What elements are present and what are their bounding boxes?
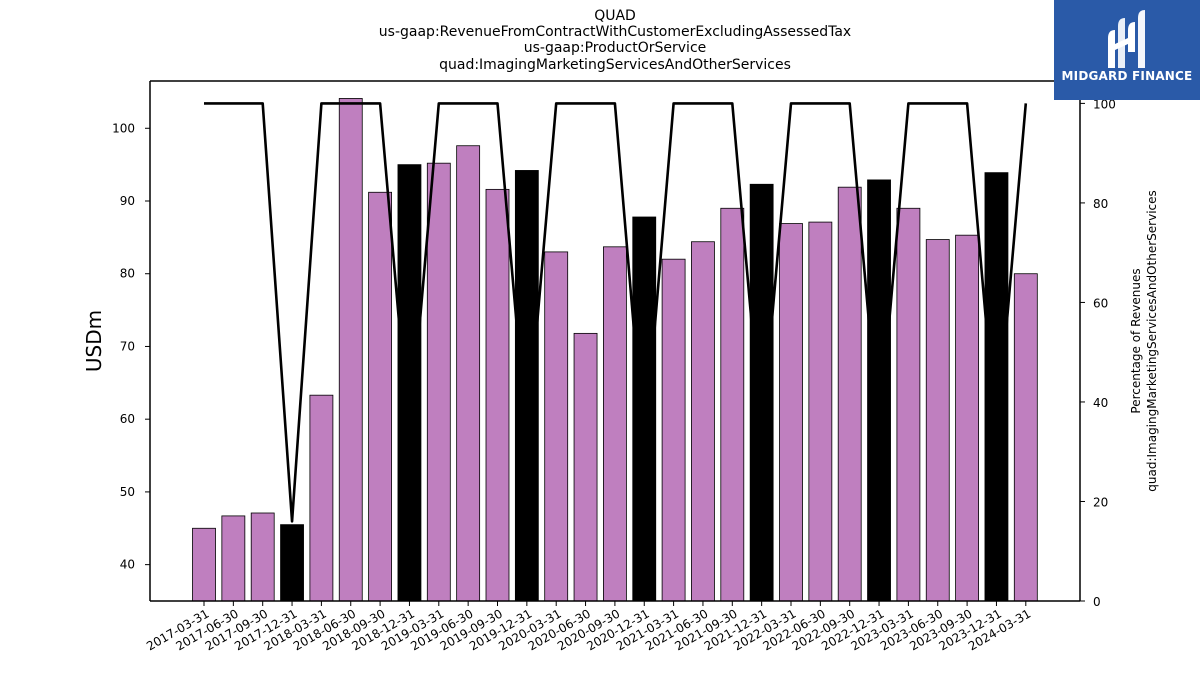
- y2-axis-title-line-1: Percentage of Revenues: [1129, 268, 1143, 413]
- bar-2023-03-31: [896, 207, 921, 602]
- y2-tick-label: 60: [1093, 296, 1108, 310]
- y2-tick-label: 0: [1093, 595, 1101, 609]
- y-tick-label: 70: [120, 339, 135, 353]
- chart-title-line-2: us-gaap:RevenueFromContractWithCustomerE…: [379, 24, 851, 40]
- y2-tick-label: 80: [1093, 197, 1108, 211]
- bar-2021-03-31: [661, 258, 686, 602]
- line-series: [204, 102, 1028, 523]
- bar-2023-06-30: [925, 239, 950, 602]
- bar-2020-09-30: [603, 246, 627, 602]
- y-tick-label: 50: [120, 485, 135, 499]
- y2-tick-label: 20: [1093, 495, 1108, 509]
- bar-2017-06-30: [221, 515, 246, 602]
- midgard-finance-logo: MIDGARD FINANCE: [1054, 0, 1200, 100]
- bar-2022-06-30: [808, 221, 833, 602]
- bar-2020-06-30: [573, 332, 598, 602]
- percentage-line: [204, 102, 1028, 523]
- chart-title-line-4: quad:ImagingMarketingServicesAndOtherSer…: [439, 57, 791, 73]
- logo-text: MIDGARD FINANCE: [1061, 69, 1193, 83]
- y-axis-ticks: 40 50 60 70 80 90 100: [112, 121, 150, 572]
- bar-2018-09-30: [368, 191, 393, 602]
- bar-2022-03-31: [779, 223, 803, 602]
- chart-title: QUAD us-gaap:RevenueFromContractWithCust…: [379, 8, 851, 73]
- x-axis-ticks: 2017-03-312017-06-302017-09-302017-12-31…: [144, 601, 1033, 653]
- bar-2021-09-30: [720, 207, 745, 602]
- chart-title-line-3: us-gaap:ProductOrService: [524, 40, 707, 56]
- bar-2018-06-30: [338, 98, 363, 602]
- y-tick-label: 90: [120, 194, 135, 208]
- bar-2017-03-31: [192, 527, 216, 602]
- bar-2017-09-30: [250, 512, 275, 602]
- chart-title-line-1: QUAD: [594, 8, 636, 24]
- bar-2022-09-30: [837, 186, 862, 602]
- y2-tick-label: 100: [1093, 97, 1116, 111]
- bar-2019-09-30: [485, 188, 510, 602]
- y-axis-title: USDm: [82, 310, 106, 372]
- bar-2020-03-31: [544, 251, 569, 602]
- bar-2024-03-31: [1013, 273, 1038, 602]
- y-tick-label: 80: [120, 267, 135, 281]
- bar-2021-12-31: [749, 183, 774, 602]
- bar-2018-03-31: [309, 394, 334, 602]
- y-tick-label: 100: [112, 121, 135, 135]
- bar-2017-12-31: [280, 524, 304, 602]
- bar-2020-12-31: [632, 216, 657, 602]
- bar-2019-12-31: [514, 170, 539, 602]
- midgard-logo-icon: [1108, 10, 1145, 68]
- y2-axis-title-line-2: quad:ImagingMarketingServicesAndOtherSer…: [1145, 190, 1159, 492]
- bar-series: [192, 98, 1038, 602]
- bar-2022-12-31: [867, 179, 891, 602]
- bar-2019-06-30: [456, 145, 481, 602]
- y2-axis-ticks: 0 20 40 60 80 100: [1080, 97, 1116, 609]
- y-tick-label: 40: [120, 558, 135, 572]
- bar-2023-12-31: [984, 172, 1009, 602]
- bar-2021-06-30: [691, 241, 715, 602]
- bar-2023-09-30: [955, 234, 979, 602]
- y2-tick-label: 40: [1093, 396, 1108, 410]
- y-tick-label: 60: [120, 412, 135, 426]
- bar-2018-12-31: [397, 164, 422, 602]
- bar-2019-03-31: [426, 162, 451, 602]
